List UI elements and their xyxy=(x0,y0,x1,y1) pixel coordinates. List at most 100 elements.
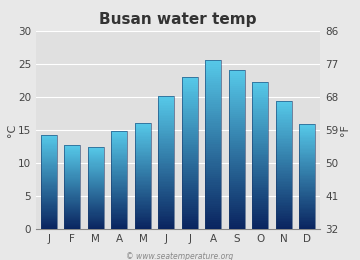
Bar xyxy=(300,158,315,159)
Bar xyxy=(252,102,269,104)
Bar xyxy=(88,190,104,191)
Bar xyxy=(252,89,269,91)
Bar xyxy=(64,205,80,206)
Bar xyxy=(135,181,151,183)
Bar xyxy=(88,171,104,172)
Bar xyxy=(41,225,57,226)
Bar xyxy=(206,199,221,202)
Bar xyxy=(300,201,315,203)
Bar xyxy=(300,193,315,195)
Bar xyxy=(158,186,175,187)
Bar xyxy=(64,193,80,194)
Bar xyxy=(300,149,315,150)
Bar xyxy=(88,211,104,212)
Bar xyxy=(88,148,104,149)
Bar xyxy=(229,189,245,191)
Bar xyxy=(276,227,292,229)
Bar xyxy=(276,194,292,195)
Bar xyxy=(276,165,292,166)
Bar xyxy=(300,186,315,187)
Bar xyxy=(41,188,57,189)
Bar xyxy=(112,225,127,226)
Bar xyxy=(135,214,151,216)
Bar xyxy=(300,209,315,211)
Bar xyxy=(229,217,245,219)
Bar xyxy=(300,165,315,166)
Bar xyxy=(112,165,127,166)
Bar xyxy=(158,126,175,128)
Bar xyxy=(182,87,198,89)
Bar xyxy=(182,106,198,108)
Bar xyxy=(206,115,221,117)
Bar xyxy=(41,211,57,212)
Bar xyxy=(252,137,269,139)
Bar xyxy=(88,227,104,228)
Bar xyxy=(158,116,175,118)
Bar xyxy=(300,146,315,148)
Bar xyxy=(158,206,175,207)
Bar xyxy=(252,135,269,137)
Bar xyxy=(206,94,221,96)
Bar xyxy=(229,90,245,92)
Bar xyxy=(88,157,104,158)
Bar xyxy=(300,184,315,186)
Bar xyxy=(206,134,221,136)
Bar xyxy=(64,199,80,200)
Bar xyxy=(41,148,57,149)
Bar xyxy=(252,163,269,165)
Bar xyxy=(135,205,151,206)
Bar xyxy=(112,147,127,148)
Bar xyxy=(276,218,292,219)
Bar xyxy=(300,205,315,206)
Bar xyxy=(300,140,315,141)
Bar xyxy=(41,222,57,223)
Bar xyxy=(300,174,315,175)
Bar xyxy=(158,189,175,191)
Bar xyxy=(41,224,57,225)
Bar xyxy=(112,132,127,133)
Bar xyxy=(229,157,245,159)
Bar xyxy=(41,215,57,216)
Bar xyxy=(300,144,315,145)
Bar xyxy=(229,150,245,151)
Bar xyxy=(206,105,221,107)
Bar xyxy=(88,217,104,218)
Bar xyxy=(158,128,175,129)
Bar xyxy=(135,156,151,157)
Bar xyxy=(64,211,80,212)
Bar xyxy=(206,151,221,153)
Bar xyxy=(300,206,315,208)
Bar xyxy=(112,131,127,229)
Bar xyxy=(64,222,80,223)
Bar xyxy=(182,221,198,223)
Bar xyxy=(88,176,104,177)
Bar xyxy=(182,176,198,178)
Bar xyxy=(64,213,80,214)
Bar xyxy=(276,191,292,192)
Bar xyxy=(300,150,315,152)
Bar xyxy=(41,210,57,211)
Bar xyxy=(158,98,175,100)
Bar xyxy=(206,208,221,210)
Bar xyxy=(206,140,221,142)
Bar xyxy=(229,114,245,116)
Bar xyxy=(64,198,80,199)
Bar xyxy=(64,192,80,193)
Bar xyxy=(252,199,269,201)
Bar xyxy=(276,184,292,186)
Bar xyxy=(206,107,221,109)
Bar xyxy=(135,168,151,169)
Bar xyxy=(300,192,315,193)
Bar xyxy=(276,200,292,202)
Bar xyxy=(252,188,269,190)
Bar xyxy=(88,210,104,211)
Bar xyxy=(135,206,151,207)
Bar xyxy=(276,101,292,229)
Bar xyxy=(158,143,175,144)
Bar xyxy=(158,222,175,224)
Bar xyxy=(88,180,104,181)
Bar xyxy=(276,186,292,187)
Bar xyxy=(135,127,151,128)
Bar xyxy=(276,127,292,128)
Bar xyxy=(158,212,175,214)
